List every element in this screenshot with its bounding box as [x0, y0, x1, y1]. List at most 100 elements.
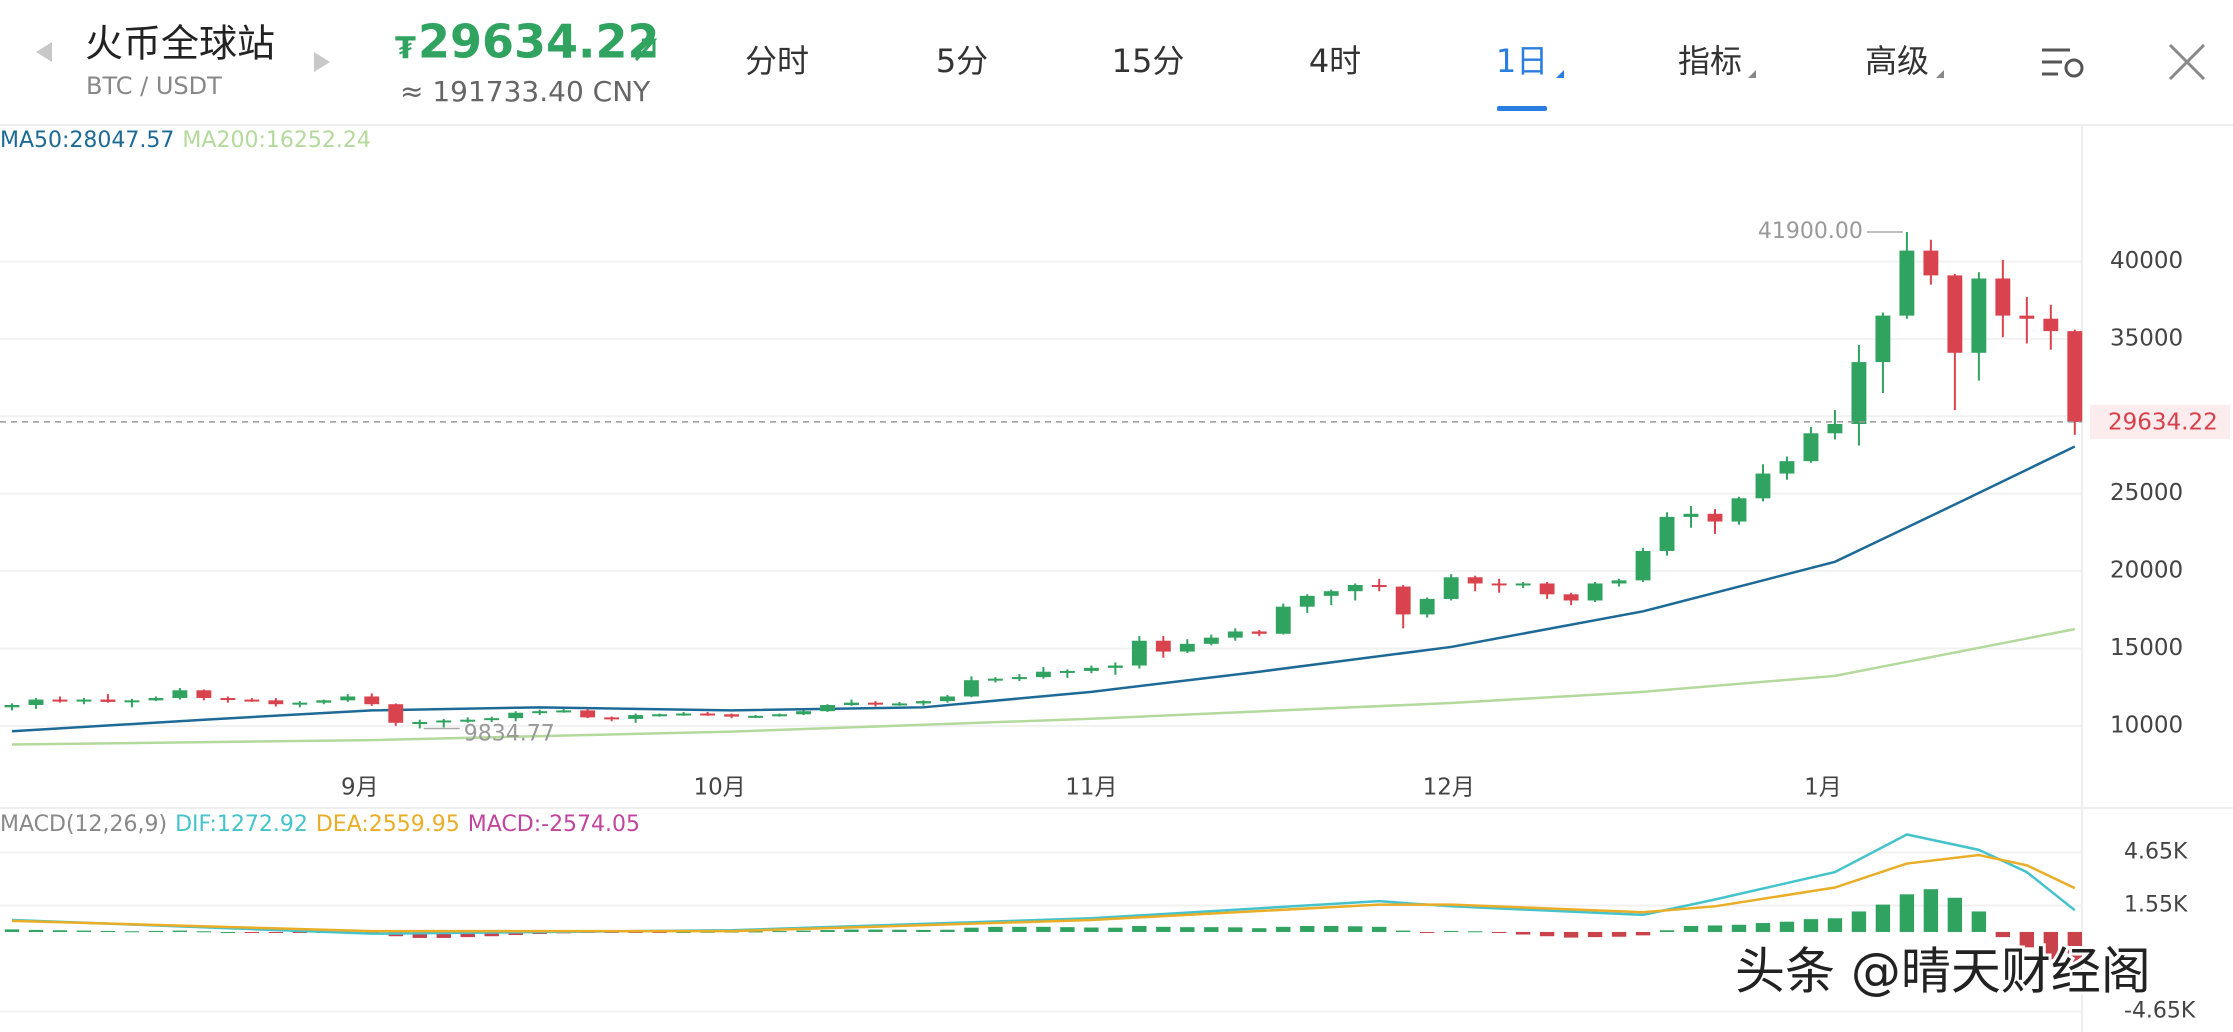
- tab[interactable]: 15分: [1112, 42, 1185, 80]
- candle-body: [1875, 315, 1891, 363]
- candle-body: [1419, 598, 1435, 615]
- macd-bar: [436, 931, 451, 938]
- macd-bar: [988, 926, 1003, 932]
- legend-entry: MA50:28047.57: [0, 128, 174, 153]
- candle-body: [748, 715, 764, 718]
- candle-body: [268, 700, 284, 705]
- tab[interactable]: 分时: [745, 42, 809, 80]
- candle-body: [1659, 516, 1675, 551]
- macd-chart: 4.65K 1.55K -4.65K MACD(12,26,9) DIF:1272.92…: [0, 812, 2196, 1023]
- candle-body: [724, 714, 740, 717]
- next-arrow[interactable]: [314, 52, 330, 72]
- tab-active[interactable]: 1日: [1496, 42, 1548, 80]
- macd-bar: [268, 931, 284, 933]
- candle-body: [940, 696, 955, 702]
- candle-body: [1563, 594, 1579, 601]
- macd-bar: [4, 929, 20, 932]
- macd-bar: [1036, 926, 1051, 932]
- candle-body: [1035, 671, 1051, 678]
- macd-bar: [940, 929, 955, 932]
- high-label: 41900.00: [1758, 219, 1863, 244]
- macd-bar: [220, 931, 236, 933]
- candle-body: [52, 699, 68, 702]
- macd-bar: [1084, 927, 1099, 932]
- candle-body: [1275, 606, 1291, 634]
- macd-bar: [748, 931, 763, 933]
- price: 29634.22: [418, 15, 660, 69]
- macd-bar: [676, 931, 691, 933]
- macd-bar: [124, 931, 140, 933]
- macd-bar: [1419, 931, 1435, 933]
- macd-bar: [1755, 923, 1771, 932]
- macd-bar: [652, 931, 667, 933]
- y-tick-label: -4.65K: [2124, 998, 2196, 1023]
- macd-bar: [1611, 931, 1627, 937]
- y-tick-label: 15000: [2110, 635, 2183, 661]
- candle-body: [1083, 667, 1099, 671]
- tab[interactable]: 5分: [936, 42, 988, 80]
- macd-bar: [100, 930, 116, 932]
- macd-bar: [2067, 931, 2082, 976]
- x-tick-label: 10月: [693, 775, 745, 801]
- candle-body: [1107, 665, 1123, 668]
- macd-bar: [628, 931, 643, 933]
- candle-body: [484, 718, 500, 721]
- candle-body: [1059, 670, 1075, 673]
- candle-body: [1995, 278, 2011, 316]
- x-tick-label: 11月: [1065, 775, 1117, 801]
- candle-body: [412, 722, 428, 725]
- prev-arrow[interactable]: [36, 42, 52, 62]
- y-tick-label: 4.65K: [2124, 839, 2188, 864]
- candle-body: [1227, 631, 1243, 638]
- price-symbol: ₮: [395, 32, 416, 67]
- macd-bar: [1827, 918, 1843, 932]
- candle-body: [1299, 595, 1315, 607]
- candle-body: [1779, 461, 1795, 474]
- candle-body: [220, 698, 236, 701]
- candle-body: [2019, 315, 2035, 319]
- tab[interactable]: 高级: [1865, 42, 1929, 80]
- exchange-name[interactable]: 火币全球站: [85, 22, 275, 66]
- macd-bar: [1947, 897, 1963, 932]
- candle-body: [1179, 643, 1195, 652]
- candle-body: [508, 712, 524, 719]
- candle-body: [987, 678, 1003, 681]
- macd-bar: [868, 929, 883, 932]
- x-tick-label: 9月: [341, 775, 379, 801]
- candle-body: [100, 699, 116, 702]
- dropdown-mark: [1748, 70, 1756, 78]
- watermark: 头条 @晴天财经阁: [1735, 943, 2151, 1001]
- tab[interactable]: 4时: [1309, 42, 1361, 80]
- candle-body: [1683, 513, 1699, 517]
- candle-body: [76, 699, 92, 702]
- candle-body: [1947, 275, 1963, 353]
- candle-body: [1491, 583, 1507, 586]
- up-arrow: [634, 38, 658, 62]
- macd-bar: [1060, 927, 1075, 932]
- settings-icon[interactable]: [2042, 48, 2084, 78]
- tab[interactable]: 指标: [1678, 42, 1742, 80]
- candle-body: [532, 711, 548, 714]
- macd-bar: [1971, 911, 1987, 932]
- macd-bar: [1324, 925, 1339, 932]
- macd-bar: [892, 929, 907, 932]
- candle-body: [1803, 433, 1819, 462]
- macd-bar: [1012, 926, 1027, 932]
- macd-bar: [412, 931, 427, 938]
- macd-bar: [1851, 911, 1867, 932]
- macd-bar: [196, 931, 212, 933]
- close-icon[interactable]: [2168, 43, 2206, 81]
- candle-body: [1515, 583, 1531, 586]
- candle-body: [1011, 677, 1027, 680]
- candle-body: [844, 702, 859, 705]
- candle-body: [1827, 424, 1843, 434]
- macd-bar: [772, 931, 787, 933]
- macd-bar: [1132, 925, 1147, 932]
- macd-bar: [1587, 931, 1603, 938]
- candle-body: [1755, 473, 1771, 499]
- macd-bar: [1228, 927, 1243, 932]
- candle-body: [1443, 577, 1459, 599]
- legend-entry: DEA:2559.95: [316, 812, 460, 837]
- candle-body: [652, 714, 668, 717]
